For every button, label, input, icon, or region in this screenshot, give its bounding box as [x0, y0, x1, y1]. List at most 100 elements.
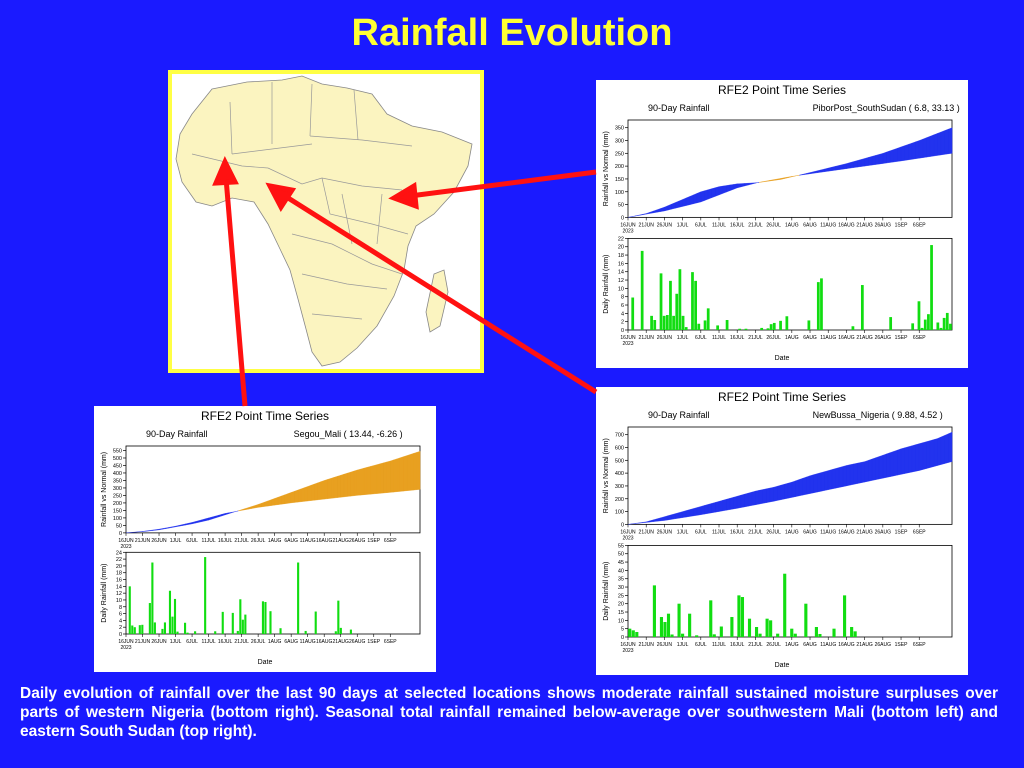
daily-bar: [716, 325, 720, 330]
daily-bar: [681, 315, 685, 330]
bottom-xtick-label: 16JUL: [730, 335, 745, 341]
bottom-ytick-label: 18: [618, 253, 624, 259]
bottom-xtick-label: 21AUG: [333, 639, 350, 645]
daily-bar: [737, 595, 741, 637]
chart-newbussa-svg: RFE2 Point Time Series 90-Day Rainfall New…: [603, 390, 953, 669]
daily-bar: [304, 630, 307, 634]
bottom-ytick-label: 40: [618, 568, 624, 574]
page-title: Rainfall Evolution: [351, 12, 673, 54]
daily-bar: [173, 598, 177, 634]
bottom-ytick-label: 6: [621, 303, 624, 309]
top-ytick-label: 350: [615, 126, 624, 132]
bottom-xtick-label: 26JUL: [766, 335, 781, 341]
daily-bar: [779, 320, 782, 330]
bottom-xtick-label: 16AUG: [316, 639, 333, 645]
daily-bar: [244, 614, 247, 634]
daily-bar: [161, 628, 164, 634]
bottom-xtick-label: 1JUL: [677, 335, 689, 341]
bottom-xtick-label: 1AUG: [268, 639, 282, 645]
arrow-southsudan: [409, 169, 597, 199]
top-xtick-label: 1JUL: [677, 222, 689, 228]
bottom-xtick-label: 26JUL: [251, 639, 266, 645]
bottom-ylabel: Daily Rainfall (mm): [101, 564, 108, 623]
daily-bar: [171, 616, 174, 634]
top-xtick-label: 11JUL: [712, 222, 726, 228]
daily-bar: [818, 634, 822, 637]
xlabel: Date: [258, 659, 273, 666]
chart-subtitle-right: PiborPost_SouthSudan ( 6.8, 33.13 ): [813, 103, 960, 113]
top-xtick-label: 26AUG: [875, 222, 892, 228]
top-xtick-label: 6JUL: [695, 529, 707, 535]
daily-bar: [706, 308, 710, 330]
bottom-xtick-label: 21JUL: [234, 639, 249, 645]
daily-bar: [719, 626, 723, 637]
top-ylabel: Rainfall vs Normal (mm): [603, 438, 610, 513]
bottom-ytick-label: 22: [618, 236, 624, 242]
top-ytick-label: 500: [113, 456, 122, 462]
bottom-xtick-label: 11AUG: [300, 639, 316, 645]
bottom-xtick-label: 6SEP: [913, 335, 926, 341]
bottom-xtick-label: 16JUN: [118, 639, 134, 645]
bottom-ylabel: Daily Rainfall (mm): [603, 255, 610, 314]
arrow-nigeria: [283, 193, 598, 395]
top-xtick-label: 6AUG: [803, 529, 817, 535]
bottom-xtick-label: 26AUG: [349, 639, 366, 645]
daily-bar: [666, 613, 671, 637]
top-xtick-label: 11JUL: [712, 529, 726, 535]
daily-bar: [221, 611, 224, 634]
bottom-xtick-label: 6JUL: [186, 639, 198, 645]
bottom-year-label: 2023: [622, 648, 633, 654]
chart-subtitle-left: 90-Day Rainfall: [648, 410, 710, 420]
daily-bar: [261, 601, 265, 634]
bottom-ytick-label: 30: [618, 585, 624, 591]
daily-bar: [231, 612, 234, 634]
daily-bar: [635, 632, 639, 637]
daily-bar: [744, 328, 748, 330]
bottom-xtick-label: 21JUL: [748, 335, 763, 341]
top-xtick-label: 6SEP: [913, 529, 926, 535]
bottom-xtick-label: 21AUG: [856, 642, 873, 648]
top-xtick-label: 1AUG: [785, 222, 799, 228]
madagascar: [425, 269, 449, 333]
top-ytick-label: 150: [615, 177, 624, 183]
bottom-ytick-label: 12: [116, 591, 122, 597]
top-xtick-label: 1SEP: [895, 529, 908, 535]
top-xtick-label: 6JUL: [186, 538, 198, 544]
bottom-ytick-label: 0: [119, 632, 122, 638]
top-xtick-label: 16JUN: [620, 222, 636, 228]
bottom-year-label: 2023: [622, 341, 633, 347]
chart-subtitle-right: Segou_Mali ( 13.44, -6.26 ): [294, 429, 403, 439]
top-xtick-label: 21JUN: [135, 538, 151, 544]
top-xtick-label: 1JUL: [170, 538, 182, 544]
top-xtick-label: 11AUG: [300, 538, 316, 544]
daily-bar: [194, 631, 197, 634]
top-xtick-label: 21AUG: [856, 222, 873, 228]
daily-bar: [725, 320, 729, 330]
daily-bar: [665, 315, 669, 330]
chart-segou: RFE2 Point Time Series 90-Day Rainfall Seg…: [94, 406, 436, 672]
bottom-xtick-label: 1AUG: [785, 642, 799, 648]
bottom-xtick-label: 16AUG: [838, 642, 855, 648]
daily-bar: [703, 320, 707, 330]
bottom-ytick-label: 50: [618, 552, 624, 558]
bottom-ytick-label: 16: [618, 261, 624, 267]
bottom-xtick-label: 1JUL: [677, 642, 689, 648]
daily-bar: [631, 630, 635, 637]
bottom-ytick-label: 6: [119, 612, 122, 618]
daily-bar: [747, 618, 752, 637]
bottom-xtick-label: 1JUL: [170, 639, 182, 645]
top-ytick-label: 450: [113, 463, 122, 469]
top-ytick-label: 200: [615, 164, 624, 170]
daily-bar: [659, 617, 664, 637]
top-xtick-label: 21JUN: [639, 222, 655, 228]
daily-bar: [712, 634, 716, 637]
top-xtick-label: 26AUG: [875, 529, 892, 535]
daily-bar: [128, 586, 131, 634]
bottom-ytick-label: 24: [116, 550, 122, 556]
bottom-xtick-label: 16JUL: [218, 639, 233, 645]
top-xtick-label: 6SEP: [384, 538, 397, 544]
chart-subtitle-left: 90-Day Rainfall: [146, 429, 208, 439]
top-ylabel: Rainfall vs Normal (mm): [101, 452, 108, 527]
daily-bar: [163, 622, 167, 634]
